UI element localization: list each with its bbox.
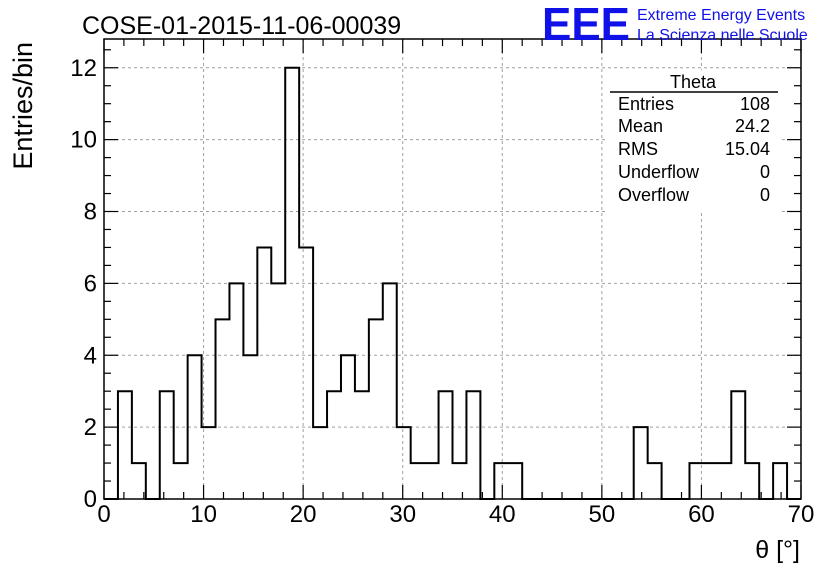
histogram-bin [299,247,313,499]
stats-label-rms: RMS [618,139,658,159]
eee-logo-line2: La Scienza nelle Scuole [637,27,808,44]
histogram-bin [174,463,188,499]
eee-logo: EEE Extreme Energy Events La Scienza nel… [542,0,808,50]
eee-logo-mark: EEE [542,0,630,50]
x-tick-label: 20 [290,501,317,528]
stats-value-entries: 108 [740,94,770,114]
y-tick-label: 12 [70,55,97,82]
stats-label-overflow: Overflow [618,185,690,205]
y-tick-label: 4 [84,342,97,369]
x-tick-label: 70 [788,501,815,528]
histogram-bin [466,391,480,499]
histogram-bin [285,68,299,499]
histogram-bin [327,391,341,499]
x-tick-label: 60 [688,501,715,528]
stats-box: Theta Entries 108 Mean 24.2 RMS 15.04 Un… [606,70,780,212]
histogram-bin [355,391,369,499]
histogram-bin [634,427,648,499]
x-tick-label: 30 [389,501,416,528]
y-tick-label: 6 [84,270,97,297]
x-tick-label: 10 [190,501,217,528]
y-tick-label: 10 [70,127,97,154]
histogram-bin [731,391,745,499]
histogram-bin [229,283,243,499]
y-tick-label: 0 [84,486,97,513]
histogram-bin [425,463,439,499]
histogram-bin [216,319,230,499]
histogram-bin [257,247,271,499]
histogram-bin [313,427,327,499]
stats-value-rms: 15.04 [725,139,770,159]
histogram-bin [243,355,257,499]
histogram-bin [648,463,662,499]
histogram-bin [703,463,717,499]
stats-box-title: Theta [670,72,717,92]
y-tick-labels: 0 2 4 6 8 10 12 [70,55,97,513]
histogram-bin [160,391,174,499]
x-tick-labels: 0 10 20 30 40 50 60 70 [97,501,814,528]
y-tick-label: 8 [84,199,97,226]
stats-label-mean: Mean [618,116,663,136]
x-tick-label: 50 [589,501,616,528]
histogram-bin [397,427,411,499]
x-tick-label: 40 [489,501,516,528]
stats-box-background [606,70,780,212]
histogram-bin [508,463,522,499]
axis-ticks [103,39,802,500]
x-axis-label: θ [°] [755,536,800,564]
histogram-bin [494,463,508,499]
y-axis-label: Entries/bin [8,42,38,170]
stats-label-entries: Entries [618,94,674,114]
histogram-bin [745,463,759,499]
y-tick-label: 2 [84,414,97,441]
histogram-bin [453,463,467,499]
stats-value-underflow: 0 [760,162,770,182]
histogram-bin [188,355,202,499]
x-tick-label: 0 [97,501,110,528]
histogram-bin [271,283,285,499]
eee-logo-line1: Extreme Energy Events [637,7,805,24]
stats-label-underflow: Underflow [618,162,700,182]
histogram-bin [717,463,731,499]
histogram-bin [118,391,132,499]
histogram-bin [383,283,397,499]
plot-frame [103,38,802,500]
stats-value-mean: 24.2 [735,116,770,136]
histogram-bin [439,391,453,499]
stats-value-overflow: 0 [760,185,770,205]
histogram-bin [773,463,787,499]
histogram-bin [369,319,383,499]
histogram-bin [341,355,355,499]
chart-title: COSE-01-2015-11-06-00039 [82,12,401,40]
